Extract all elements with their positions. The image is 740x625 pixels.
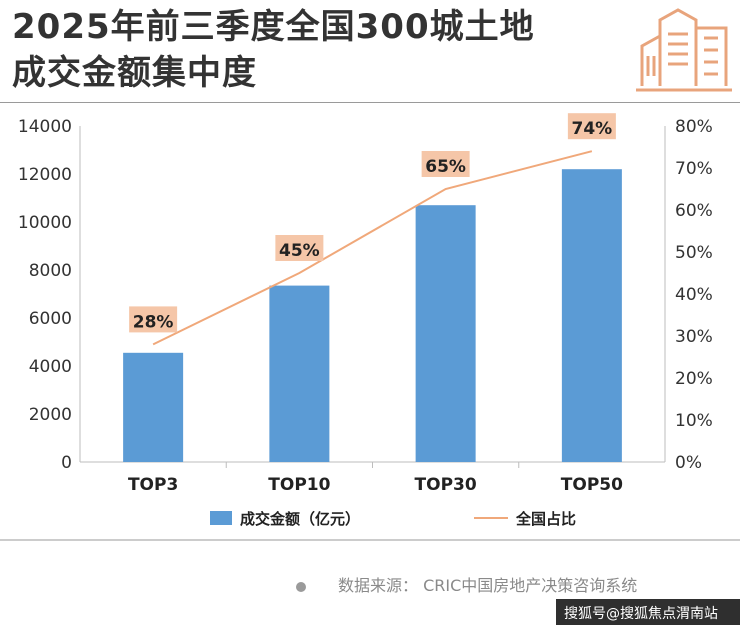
source-text: 数据来源： CRIC中国房地产决策咨询系统 — [338, 576, 638, 595]
y-right-tick-label: 50% — [675, 243, 713, 263]
y-left-tick-label: 2000 — [29, 405, 72, 425]
y-right-tick-label: 80% — [675, 117, 713, 137]
buildings-icon — [636, 8, 732, 92]
watermark-text: 搜狐号@搜狐焦点渭南站 — [564, 606, 718, 622]
data-label: 28% — [133, 312, 174, 332]
y-right-tick-label: 60% — [675, 201, 713, 221]
bar — [415, 205, 476, 462]
bar — [561, 169, 622, 462]
legend-label-line: 全国占比 — [515, 510, 576, 528]
title-line-1: 2025年前三季度全国300城土地 — [12, 7, 535, 47]
data-label: 74% — [572, 119, 613, 139]
data-label: 45% — [279, 241, 320, 261]
data-label-bg — [129, 306, 178, 333]
y-right-tick-label: 70% — [675, 159, 713, 179]
y-right-tick-label: 30% — [675, 327, 713, 347]
bar — [123, 352, 184, 462]
y-left-tick-label: 8000 — [29, 261, 72, 281]
chart: 0 2000 4000 6000 8000 10000 12000 14000 0% 10% 20%… — [0, 113, 740, 541]
y-right-tick-label: 40% — [675, 285, 713, 305]
source-note: 数据来源： CRIC中国房地产决策咨询系统 — [296, 572, 637, 596]
data-label-bg — [421, 151, 470, 177]
x-tick-label: TOP3 — [128, 475, 178, 495]
series-line — [152, 150, 593, 346]
title-line-2: 成交金额集中度 — [12, 53, 257, 93]
y-left-tick-label: 10000 — [18, 213, 72, 233]
watermark-bar — [556, 599, 740, 625]
x-tick-label: TOP50 — [561, 475, 623, 495]
bullet-dot — [296, 581, 306, 592]
data-label-bg — [567, 113, 616, 140]
page-title: 2025年前三季度全国300城土地 成交金额集中度 — [12, 4, 535, 96]
header-divider — [0, 102, 740, 103]
data-label: 65% — [425, 157, 466, 177]
bar — [269, 285, 330, 462]
data-label-bg — [275, 235, 324, 261]
y-left-tick-label: 0 — [61, 453, 72, 473]
y-left-tick-label: 12000 — [18, 165, 72, 185]
legend-label-bar: 成交金额（亿元） — [240, 510, 360, 528]
x-tick-label: TOP30 — [415, 475, 477, 495]
y-right-tick-label: 10% — [675, 411, 713, 431]
legend-swatch-bar — [210, 511, 232, 525]
y-left-tick-label: 14000 — [18, 117, 72, 137]
y-right-tick-label: 20% — [675, 369, 713, 389]
y-left-tick-label: 4000 — [29, 357, 72, 377]
x-tick-label: TOP10 — [268, 475, 330, 495]
y-right-tick-label: 0% — [675, 453, 702, 473]
y-left-tick-label: 6000 — [29, 309, 72, 329]
